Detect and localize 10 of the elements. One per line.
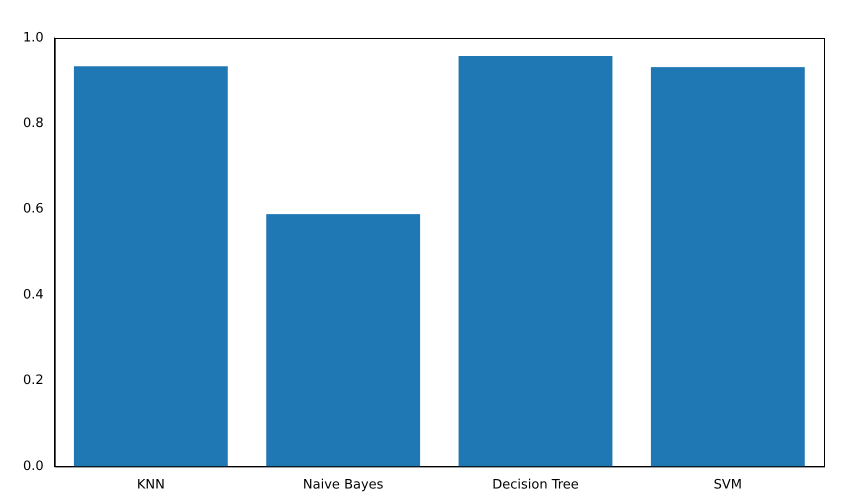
y-tick-label: 0.0 bbox=[22, 458, 44, 474]
x-tick-label: SVM bbox=[714, 478, 742, 493]
y-tick-label: 0.4 bbox=[22, 287, 44, 302]
x-tick-label: KNN bbox=[136, 478, 165, 493]
x-tick-label: Decision Tree bbox=[492, 478, 579, 493]
y-tick-label: 0.6 bbox=[22, 202, 44, 217]
y-tick-label: 1.0 bbox=[22, 30, 44, 46]
x-tick-label: Naive Bayes bbox=[302, 478, 384, 493]
y-tick-label: 0.8 bbox=[22, 116, 44, 132]
y-tick-label: 0.2 bbox=[22, 373, 44, 388]
